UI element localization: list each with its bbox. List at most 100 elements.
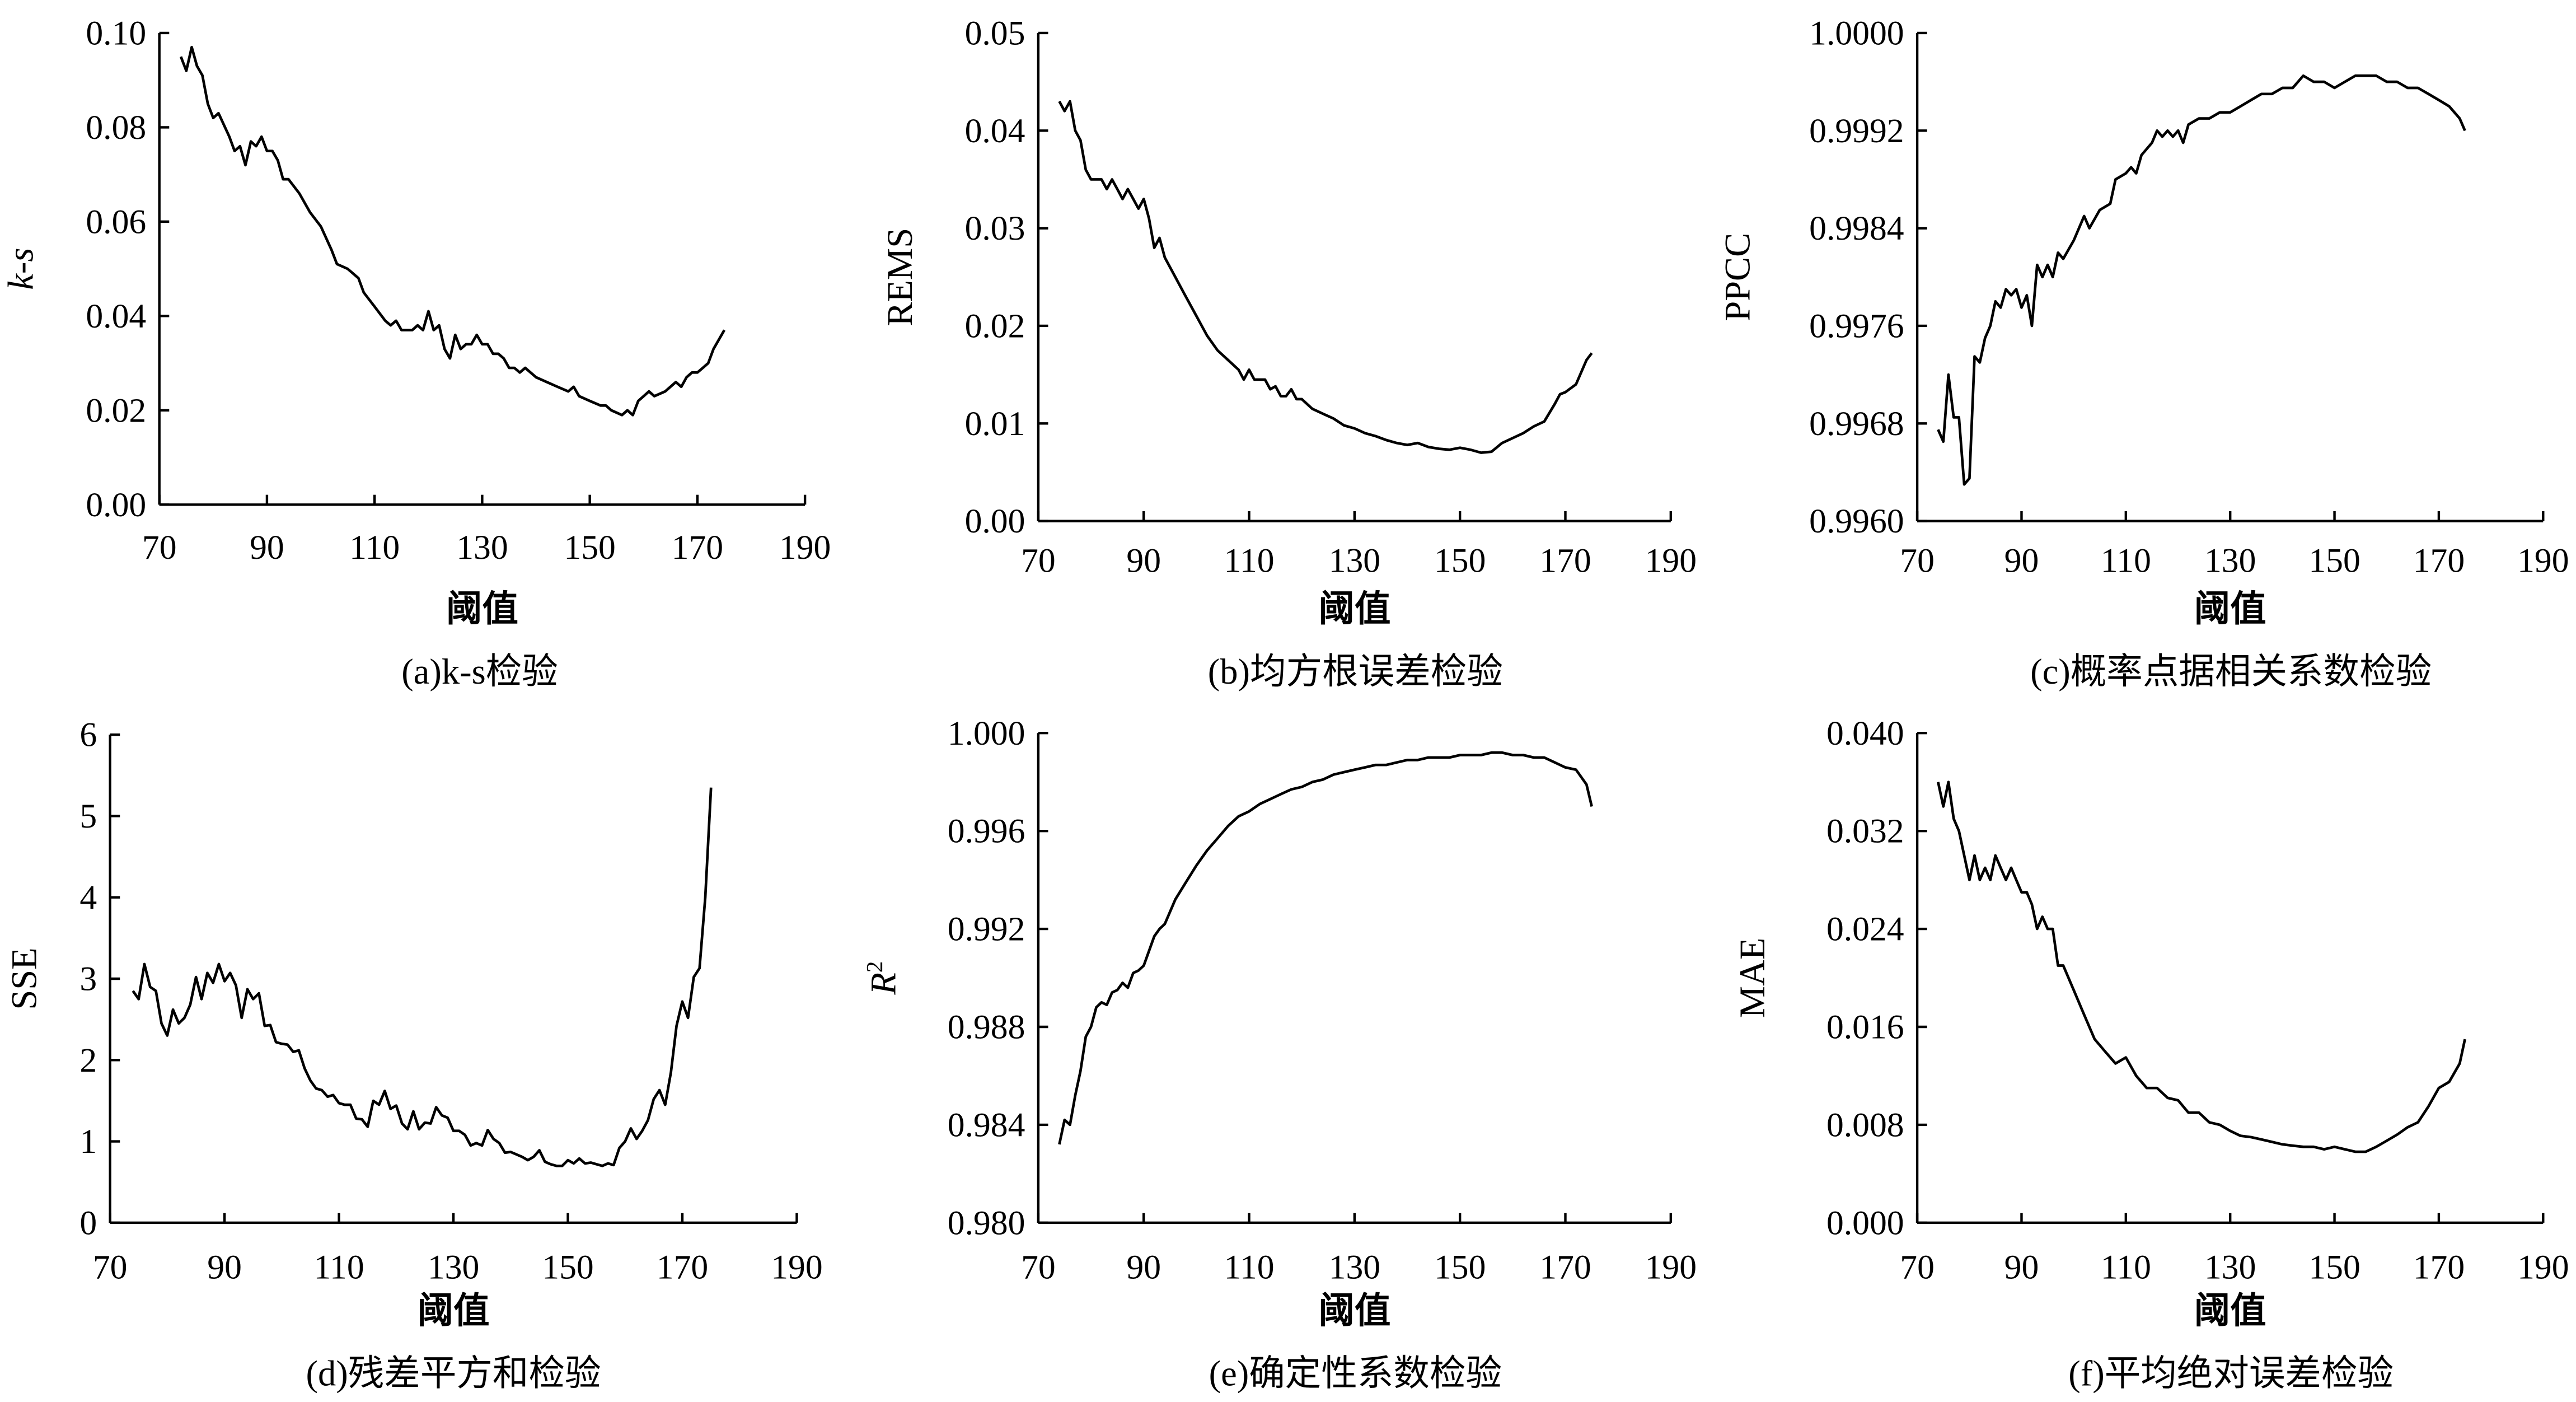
y-tick-label: 0.984 [948, 1106, 1025, 1144]
panel-caption: (f)平均绝对误差检验 [2068, 1353, 2394, 1394]
y-axis-label: MAE [1732, 938, 1772, 1018]
y-tick-label: 0.06 [86, 203, 146, 241]
y-tick-label: 0.040 [1826, 714, 1904, 753]
y-tick-label: 0.02 [965, 307, 1025, 345]
y-axis-label: PPCC [1717, 233, 1758, 321]
y-tick-label: 6 [79, 716, 97, 754]
y-tick-label: 0.980 [948, 1204, 1025, 1242]
x-tick-label: 130 [428, 1249, 479, 1287]
x-tick-label: 170 [1539, 542, 1591, 580]
x-axis-label: 阈值 [446, 589, 518, 629]
x-tick-label: 70 [93, 1249, 128, 1287]
x-tick-label: 90 [207, 1249, 242, 1287]
y-tick-label: 0.9968 [1809, 405, 1904, 443]
y-axis-label: REMS [879, 228, 920, 326]
y-tick-label: 3 [79, 960, 97, 998]
x-tick-label: 110 [313, 1249, 364, 1287]
y-tick-label: 2 [79, 1041, 97, 1079]
x-tick-label: 190 [1645, 542, 1697, 580]
x-tick-label: 130 [456, 529, 508, 567]
panel-e: 70 90 110 130 150 170 190 0.980 0.984 0.988 0.992 0… [861, 714, 1697, 1394]
y-tick-label: 0.008 [1826, 1106, 1904, 1144]
y-tick-label: 4 [79, 878, 97, 917]
x-tick-label: 70 [1021, 542, 1056, 580]
x-tick-label: 190 [1645, 1249, 1697, 1287]
y-tick-label: 0.988 [948, 1008, 1025, 1046]
y-tick-label: 0.01 [965, 405, 1025, 443]
y-tick-label: 0.03 [965, 209, 1025, 247]
y-tick-label: 5 [79, 797, 97, 835]
x-tick-label: 90 [1126, 542, 1161, 580]
y-tick-label: 0.016 [1826, 1008, 1904, 1046]
x-tick-label: 150 [1434, 542, 1486, 580]
x-tick-label: 130 [1329, 542, 1380, 580]
x-tick-label: 170 [672, 529, 723, 567]
panel-b: 70 90 110 130 150 170 190 0.00 0.01 0.02 0.03 0.04 0… [879, 14, 1697, 692]
y-tick-label: 0.08 [86, 109, 146, 147]
y-tick-label: 0.000 [1826, 1204, 1904, 1242]
panel-d: 70 90 110 130 150 170 190 0 1 2 3 4 5 6 SSE 阈值 (d)残差平方和检… [4, 716, 823, 1394]
panel-a: 70 90 110 130 150 170 190 0.00 0.02 0.04 0.06 0.08 0… [1, 14, 831, 692]
y-tick-label: 0.04 [86, 297, 146, 335]
x-tick-label: 70 [142, 529, 177, 567]
y-tick-label: 0.02 [86, 391, 146, 429]
y-axis-label: R2 [861, 961, 903, 996]
y-tick-label: 0.9984 [1809, 209, 1904, 247]
y-tick-label: 1.0000 [1809, 14, 1904, 52]
x-tick-label: 130 [2204, 542, 2256, 580]
y-tick-label: 0.9992 [1809, 112, 1904, 150]
x-tick-label: 190 [779, 529, 831, 567]
x-tick-label: 170 [1539, 1249, 1591, 1287]
x-tick-label: 70 [1900, 1249, 1935, 1287]
y-tick-label: 0.992 [948, 910, 1025, 948]
y-tick-label: 0.9976 [1809, 307, 1904, 345]
x-axis-label: 阈值 [1318, 1291, 1390, 1331]
series-line [1937, 781, 2466, 1153]
panel-caption: (d)残差平方和检验 [306, 1353, 601, 1394]
x-tick-label: 170 [2413, 542, 2465, 580]
x-tick-label: 150 [542, 1249, 593, 1287]
x-tick-label: 110 [1224, 1249, 1274, 1287]
panel-caption: (e)确定性系数检验 [1209, 1353, 1502, 1394]
x-axis-label: 阈值 [1318, 589, 1390, 629]
x-tick-label: 150 [2308, 542, 2360, 580]
x-tick-label: 190 [2517, 1249, 2569, 1287]
x-tick-label: 130 [1329, 1249, 1380, 1287]
x-tick-label: 110 [349, 529, 400, 567]
y-tick-label: 0.024 [1826, 910, 1904, 948]
y-axis-label: SSE [4, 947, 44, 1010]
x-tick-label: 150 [1434, 1249, 1486, 1287]
series-line [1937, 74, 2466, 486]
x-tick-label: 150 [564, 529, 615, 567]
panel-caption: (c)概率点据相关系数检验 [2030, 651, 2432, 692]
panel-caption: (b)均方根误差检验 [1208, 651, 1503, 692]
x-tick-label: 110 [2101, 1249, 2151, 1287]
y-tick-label: 1.000 [948, 714, 1025, 753]
series-line [132, 787, 713, 1167]
panel-f: 70 90 110 130 150 170 190 0.000 0.008 0.016 0.024 0… [1732, 714, 2569, 1394]
x-tick-label: 70 [1021, 1249, 1056, 1287]
series-line [179, 45, 726, 417]
y-tick-label: 0.00 [86, 486, 146, 524]
y-tick-label: 1 [79, 1123, 97, 1161]
y-tick-label: 0.996 [948, 812, 1025, 850]
y-tick-label: 0.032 [1826, 812, 1904, 850]
y-tick-label: 0 [79, 1204, 97, 1242]
panel-caption: (a)k-s检验 [401, 651, 558, 692]
x-tick-label: 150 [2308, 1249, 2360, 1287]
y-tick-label: 0.00 [965, 502, 1025, 540]
x-axis-label: 阈值 [417, 1291, 489, 1331]
y-tick-label: 0.9960 [1809, 502, 1904, 540]
x-axis-label: 阈值 [2194, 589, 2266, 629]
x-tick-label: 90 [250, 529, 284, 567]
x-tick-label: 110 [2101, 542, 2151, 580]
x-tick-label: 170 [2413, 1249, 2465, 1287]
series-line [1058, 100, 1593, 454]
y-tick-label: 0.10 [86, 14, 146, 52]
y-tick-label: 0.04 [965, 112, 1025, 150]
x-tick-label: 110 [1224, 542, 1274, 580]
series-line [1058, 751, 1593, 1145]
x-axis-label: 阈值 [2194, 1291, 2266, 1331]
x-tick-label: 90 [2004, 1249, 2039, 1287]
